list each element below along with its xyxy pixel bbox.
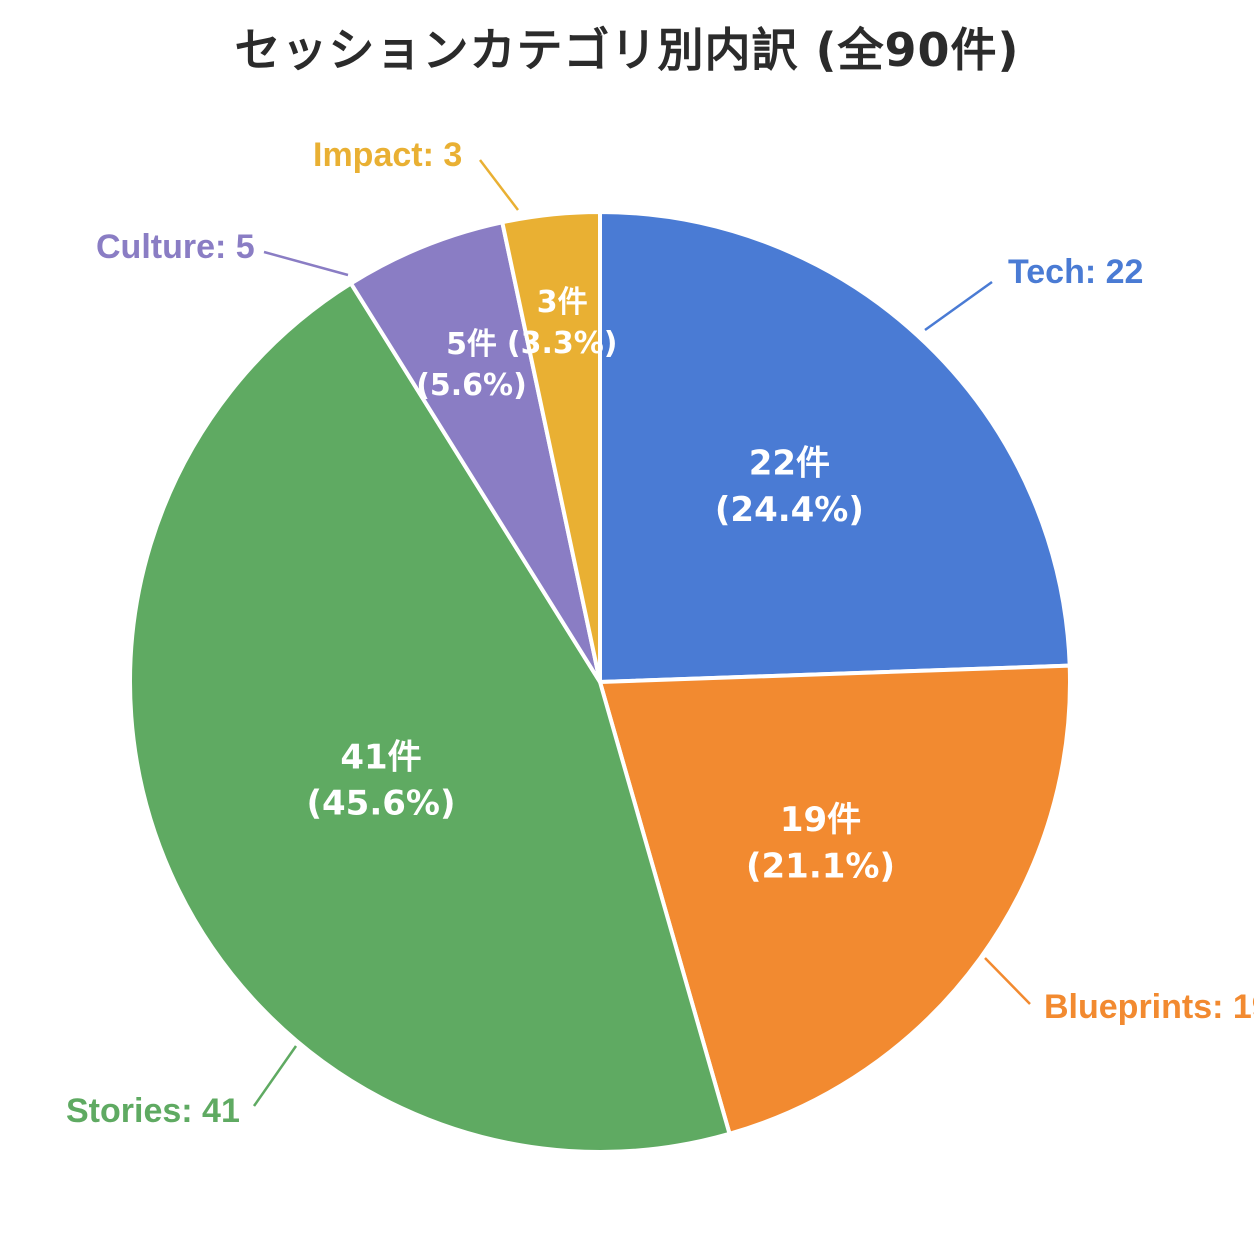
outer-label-blueprints: Blueprints: 19	[1044, 988, 1254, 1026]
outer-label-impact: Impact: 3	[313, 136, 462, 174]
leader-line-stories	[252, 1045, 298, 1107]
slice-percent-label-culture: (5.6%)	[416, 368, 527, 403]
slice-count-label-blueprints: 19件	[780, 800, 861, 840]
pie-slice-tech	[598, 210, 1072, 684]
leader-line-culture	[263, 250, 349, 277]
chart-title: セッションカテゴリ別内訳 (全90件)	[234, 23, 1020, 77]
slice-count-label-stories: 41件	[340, 737, 421, 777]
outer-labels-layer: Tech: 22 Blueprints: 19 Stories: 41 Culture…	[66, 136, 1254, 1130]
slice-percent-label-blueprints: (21.1%)	[746, 846, 895, 886]
outer-label-culture: Culture: 5	[96, 228, 255, 266]
leader-line-blueprints	[984, 957, 1031, 1005]
leader-line-tech	[924, 280, 993, 332]
slice-percent-label-impact: (3.3%)	[507, 326, 618, 361]
pie-slice-culture	[348, 220, 602, 684]
leader-line-impact	[479, 159, 519, 211]
pie-slice-impact	[500, 210, 602, 684]
slice-percent-label-tech: (24.4%)	[715, 490, 864, 530]
inner-labels-layer: 22件 (24.4%) 19件 (21.1%) 41件 (45.6%) 5件 (5.6%) 3件…	[306, 285, 895, 886]
slice-count-label-culture: 5件	[446, 327, 497, 362]
outer-label-tech: Tech: 22	[1008, 253, 1143, 291]
pie-slice-blueprints	[598, 663, 1072, 1136]
slice-count-label-impact: 3件	[537, 285, 588, 320]
slices-layer	[128, 210, 1072, 1154]
outer-label-stories: Stories: 41	[66, 1092, 240, 1130]
pie-slice-stories	[128, 281, 732, 1154]
slice-percent-label-stories: (45.6%)	[306, 784, 455, 824]
slice-count-label-tech: 22件	[749, 444, 830, 484]
